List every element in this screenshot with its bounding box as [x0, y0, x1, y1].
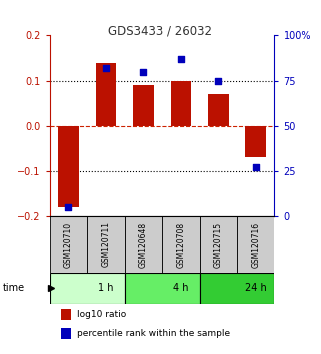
Text: GSM120711: GSM120711 — [101, 222, 110, 268]
Bar — [50, 273, 125, 304]
Bar — [133, 85, 154, 126]
Text: 24 h: 24 h — [245, 283, 267, 293]
Bar — [162, 216, 200, 273]
Text: 4 h: 4 h — [173, 283, 188, 293]
Text: GSM120710: GSM120710 — [64, 221, 73, 268]
Bar — [208, 94, 229, 126]
Text: time: time — [3, 283, 25, 293]
Point — [178, 56, 183, 62]
Point — [103, 65, 108, 71]
Bar — [200, 216, 237, 273]
Bar — [237, 216, 274, 273]
Bar — [87, 216, 125, 273]
Text: percentile rank within the sample: percentile rank within the sample — [77, 329, 230, 338]
Point — [253, 165, 258, 170]
Bar — [50, 216, 87, 273]
Text: log10 ratio: log10 ratio — [77, 310, 126, 319]
Bar — [246, 126, 266, 158]
Bar — [58, 126, 79, 207]
Text: GDS3433 / 26032: GDS3433 / 26032 — [108, 25, 213, 38]
Bar — [200, 273, 274, 304]
Text: 1 h: 1 h — [98, 283, 114, 293]
Point — [141, 69, 146, 74]
Bar — [96, 63, 116, 126]
Bar — [61, 327, 71, 339]
Text: GSM120716: GSM120716 — [251, 221, 260, 268]
Bar — [125, 216, 162, 273]
Text: GSM120648: GSM120648 — [139, 221, 148, 268]
Bar — [125, 273, 200, 304]
Point — [66, 204, 71, 210]
Bar — [61, 309, 71, 320]
Point — [216, 78, 221, 84]
Bar — [170, 81, 191, 126]
Text: GSM120715: GSM120715 — [214, 221, 223, 268]
Text: GSM120708: GSM120708 — [176, 221, 185, 268]
